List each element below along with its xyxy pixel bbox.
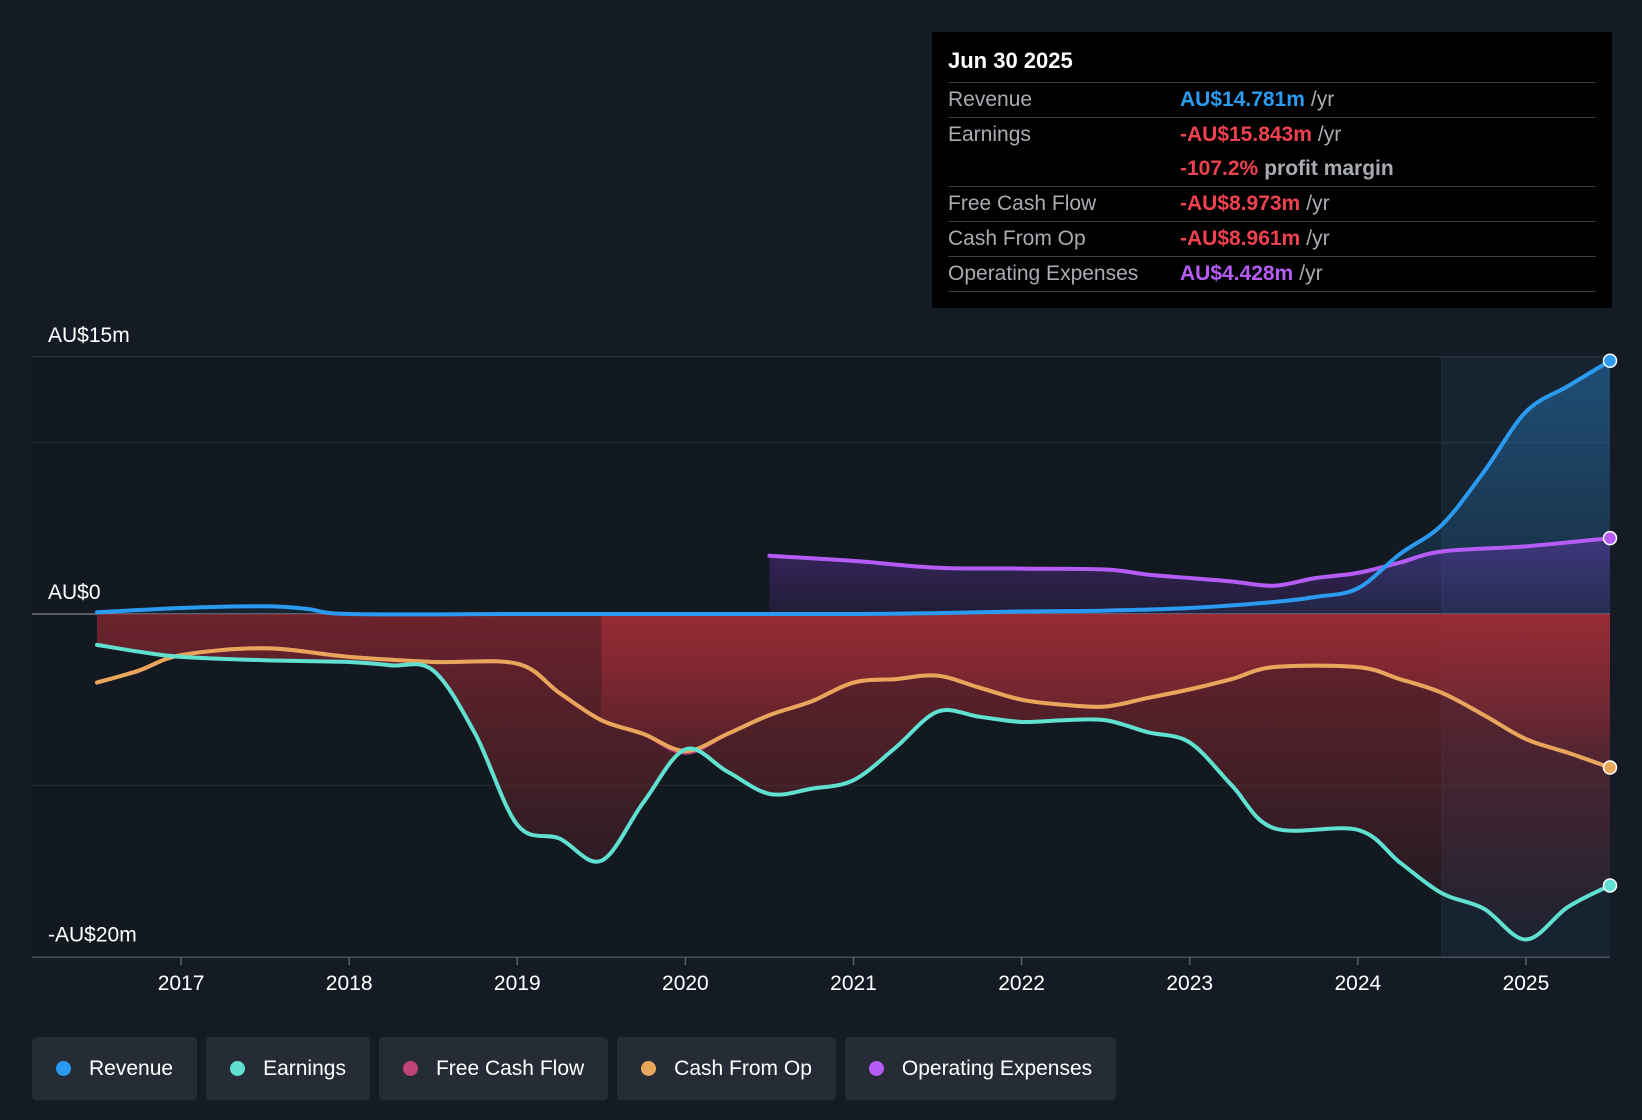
tooltip-label: Operating Expenses xyxy=(948,262,1139,285)
legend-item-operating-expenses[interactable]: Operating Expenses xyxy=(844,1037,1117,1100)
x-tick-label: 2023 xyxy=(1166,972,1213,995)
x-tick-label: 2019 xyxy=(494,972,541,995)
operating-expenses-end-dot xyxy=(1602,530,1618,546)
x-tick-label: 2018 xyxy=(326,972,373,995)
tooltip-row-operating-expenses: Operating Expenses AU$4.428m /yr xyxy=(948,257,1596,292)
y-tick-label: AU$15m xyxy=(48,324,130,347)
tooltip-label: Cash From Op xyxy=(948,227,1086,250)
y-tick-label: AU$0 xyxy=(48,581,101,604)
x-tick-label: 2017 xyxy=(158,972,205,995)
earnings-dot-icon xyxy=(230,1061,246,1076)
tooltip-unit: /yr xyxy=(1306,192,1330,215)
legend-label: Earnings xyxy=(263,1056,346,1080)
cash-from-op-end-dot xyxy=(1602,760,1618,775)
x-tick-label: 2022 xyxy=(998,972,1045,995)
legend-item-earnings[interactable]: Earnings xyxy=(206,1037,370,1100)
tooltip-row-cash-from-op: Cash From Op -AU$8.961m /yr xyxy=(948,222,1596,257)
legend-item-revenue[interactable]: Revenue xyxy=(32,1037,198,1100)
tooltip-unit: /yr xyxy=(1310,88,1335,111)
tooltip-label: Revenue xyxy=(948,88,1033,111)
tooltip-row-profit-margin: -107.2% profit margin xyxy=(948,152,1596,187)
tooltip-row-revenue: Revenue AU$14.781m /yr xyxy=(948,83,1596,118)
cash-from-op-dot-icon xyxy=(641,1061,657,1076)
y-axis-labels: AU$15m AU$0 -AU$20m xyxy=(48,324,137,947)
tooltip-label xyxy=(948,152,1180,186)
tooltip-value: AU$4.428m xyxy=(1180,262,1294,285)
revenue-end-dot xyxy=(1602,353,1618,369)
tooltip-unit: /yr xyxy=(1299,262,1323,285)
series-end-dots xyxy=(1602,353,1618,893)
x-axis-labels: 2017 2018 2019 2020 2021 2022 2023 2024 2025 xyxy=(158,957,1550,995)
free-cash-flow-dot-icon xyxy=(402,1061,418,1076)
legend: Revenue Earnings Free Cash Flow Cash Fro… xyxy=(32,1037,1117,1100)
free-cash-flow-area xyxy=(601,614,1610,768)
earnings-end-dot xyxy=(1602,878,1618,893)
tooltip-value: -107.2% xyxy=(1180,157,1259,180)
legend-label: Free Cash Flow xyxy=(435,1056,585,1080)
tooltip-value: -AU$8.973m xyxy=(1180,192,1301,215)
legend-item-cash-from-op[interactable]: Cash From Op xyxy=(617,1037,836,1100)
x-tick-label: 2021 xyxy=(830,972,877,995)
cash-from-op-line xyxy=(95,646,1612,770)
legend-label: Operating Expenses xyxy=(901,1056,1093,1080)
x-tick-label: 2024 xyxy=(1334,972,1381,995)
tooltip-date: Jun 30 2025 xyxy=(948,46,1596,83)
revenue-line xyxy=(95,358,1612,617)
y-tick-label: -AU$20m xyxy=(48,924,137,947)
tooltip-panel: Jun 30 2025 Revenue AU$14.781m /yr Earni… xyxy=(932,32,1612,308)
legend-label: Cash From Op xyxy=(674,1056,812,1080)
tooltip-unit: /yr xyxy=(1306,227,1330,250)
x-tick-label: 2025 xyxy=(1503,972,1550,995)
operating-expenses-dot-icon xyxy=(868,1061,884,1076)
operating-expenses-area xyxy=(769,538,1610,614)
tooltip-label: Earnings xyxy=(948,123,1031,146)
tooltip-unit: /yr xyxy=(1317,123,1342,146)
tooltip-value: -AU$8.961m xyxy=(1180,227,1301,250)
earnings-area xyxy=(97,614,1610,940)
tooltip-label: Free Cash Flow xyxy=(948,192,1097,215)
series-areas xyxy=(97,360,1610,940)
x-tick-label: 2020 xyxy=(662,972,709,995)
legend-item-free-cash-flow[interactable]: Free Cash Flow xyxy=(378,1037,609,1100)
series-lines xyxy=(95,358,1612,942)
tooltip-value: -AU$15.843m xyxy=(1180,123,1312,146)
earnings-line xyxy=(95,642,1612,942)
operating-expenses-line xyxy=(767,536,1612,588)
tooltip-unit: profit margin xyxy=(1264,157,1394,180)
legend-label: Revenue xyxy=(89,1056,174,1080)
revenue-dot-icon xyxy=(56,1061,71,1076)
tooltip-row-free-cash-flow: Free Cash Flow -AU$8.973m /yr xyxy=(948,187,1596,222)
tooltip-row-earnings: Earnings -AU$15.843m /yr xyxy=(948,118,1596,152)
tooltip-value: AU$14.781m xyxy=(1180,88,1305,111)
